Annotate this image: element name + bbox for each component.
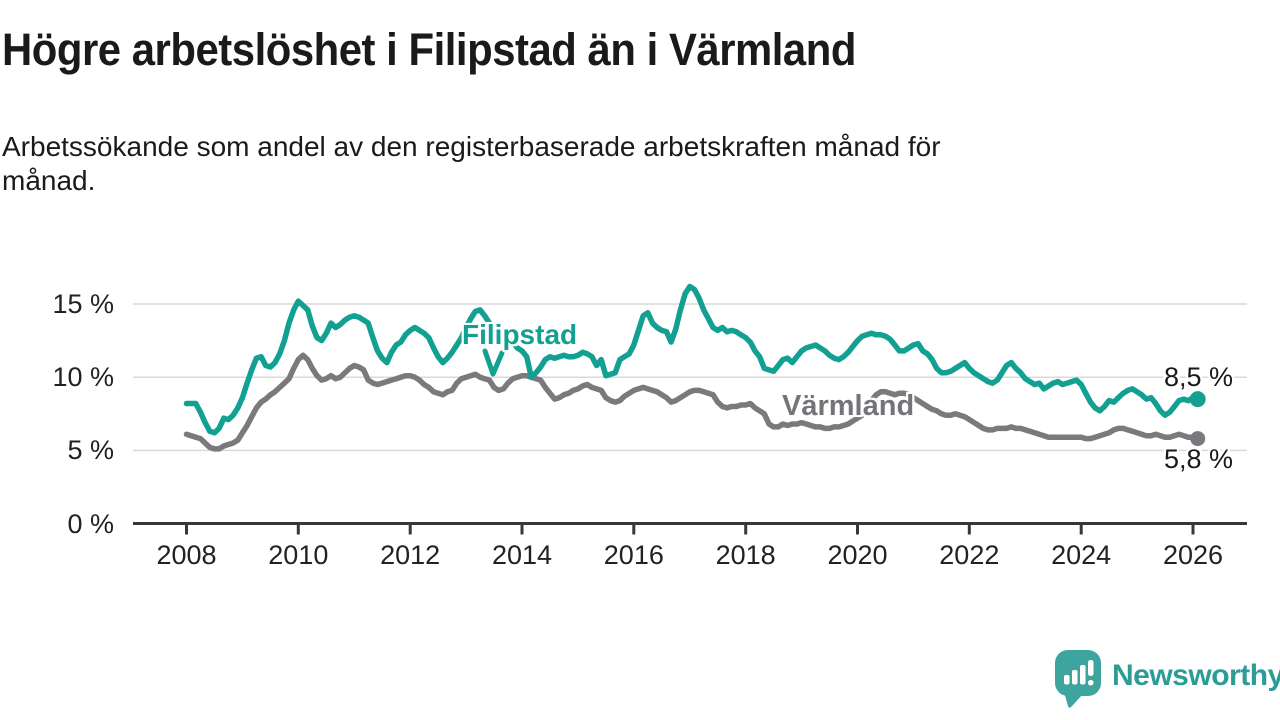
- chart-subtitle-line1: Arbetssökande som andel av den registerb…: [2, 131, 941, 162]
- x-tick-label: 2014: [491, 540, 553, 570]
- y-tick-label: 15 %: [52, 289, 114, 320]
- line-filipstad: [183, 283, 1201, 436]
- x-tick-label: 2016: [603, 540, 664, 570]
- newsworthy-logo: Newsworthy: [1053, 648, 1280, 710]
- filipstad-arrow-icon: [482, 348, 505, 377]
- x-tick-label: 2026: [1162, 540, 1224, 570]
- chart-subtitle-line2: månad.: [2, 165, 96, 196]
- x-tick-label: 2020: [827, 540, 888, 570]
- y-tick-label: 0 %: [67, 508, 114, 539]
- x-tick-label: 2008: [156, 540, 217, 570]
- y-tick-label: 5 %: [67, 435, 114, 466]
- x-tick-label: 2012: [380, 540, 441, 570]
- series-label-filipstad: Filipstad: [462, 319, 578, 350]
- chart-subtitle: Arbetssökande som andel av den registerb…: [2, 130, 941, 198]
- newsworthy-logo-icon: [1055, 650, 1101, 708]
- end-value-varmland: 5,8 %: [1164, 444, 1234, 474]
- end-value-filipstad: 8,5 %: [1164, 362, 1234, 392]
- end-dot-filipstad: [1189, 391, 1206, 408]
- chart-title: Högre arbetslöshet i Filipstad än i Värm…: [2, 24, 856, 75]
- x-tick-label: 2018: [715, 540, 776, 570]
- x-tick-label: 2022: [939, 540, 1000, 570]
- line-varmland: [183, 352, 1201, 452]
- y-tick-label: 10 %: [52, 362, 114, 393]
- series-label-varmland: Värmland: [782, 390, 915, 422]
- x-tick-label: 2010: [268, 540, 329, 570]
- newsworthy-wordmark: Newsworthy: [1112, 659, 1280, 692]
- end-dot-varmland: [1190, 431, 1206, 447]
- x-tick-label: 2024: [1051, 540, 1112, 570]
